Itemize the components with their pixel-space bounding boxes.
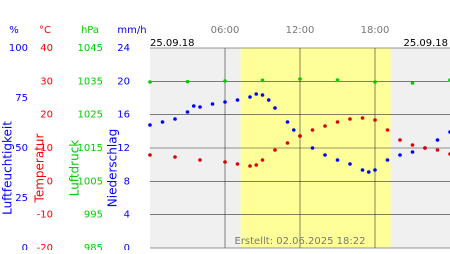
- data-point: [310, 146, 315, 150]
- y-tick-label: 8: [124, 176, 130, 187]
- footer: Erstellt: 02.06.2025 18:22: [235, 236, 366, 247]
- data-point: [260, 158, 265, 162]
- y-tick-label: 1035: [78, 76, 103, 87]
- data-point: [254, 163, 259, 167]
- y-tick-label: 0: [22, 243, 28, 250]
- y-tick-label: 12: [117, 143, 130, 154]
- data-point: [335, 158, 340, 162]
- data-point: [398, 153, 402, 157]
- y-tick-label: -10: [37, 210, 53, 221]
- data-point: [285, 141, 290, 145]
- axis-label: Niederschlag: [106, 129, 120, 207]
- y-tick-label: 1015: [78, 143, 103, 154]
- x-tick-label: 06:00: [211, 25, 240, 36]
- data-point: [223, 79, 227, 83]
- x-tick-label: 18:00: [361, 25, 390, 36]
- data-point: [348, 162, 352, 166]
- y-tick-label: 16: [117, 110, 130, 121]
- data-point: [235, 98, 240, 102]
- data-point: [310, 128, 315, 132]
- data-point: [398, 138, 402, 142]
- y-tick-label: 1025: [78, 110, 103, 121]
- data-point: [260, 93, 265, 97]
- data-point: [273, 148, 277, 152]
- y-tick-label: 40: [40, 43, 53, 54]
- y-tick-label: 10: [40, 143, 53, 154]
- data-point: [248, 95, 252, 99]
- data-point: [360, 116, 365, 120]
- axis-unit: mm/h: [117, 25, 146, 36]
- axis-label: Temperatur: [33, 133, 47, 203]
- data-point: [148, 153, 152, 157]
- data-point: [435, 148, 440, 152]
- data-point: [148, 123, 152, 127]
- data-point: [373, 80, 377, 84]
- data-point: [173, 117, 177, 121]
- data-point: [148, 80, 152, 84]
- data-point: [435, 138, 440, 142]
- axis-label: Luftfeuchtigkeit: [1, 121, 15, 215]
- y-tick-label: 0: [124, 243, 130, 250]
- y-tick-label: -20: [37, 243, 53, 250]
- axis-label: Luftdruck: [68, 140, 82, 197]
- data-point: [360, 168, 365, 172]
- date-label: 25.09.18: [403, 38, 448, 49]
- y-tick-label: 30: [40, 76, 53, 87]
- x-tick-label: 12:00: [286, 25, 315, 36]
- data-point: [410, 81, 415, 85]
- data-point: [185, 79, 190, 84]
- axis-unit: hPa: [81, 25, 99, 36]
- data-point: [210, 102, 215, 106]
- data-point: [323, 124, 327, 128]
- data-point: [260, 78, 265, 83]
- data-point: [298, 77, 302, 81]
- data-point: [273, 106, 277, 110]
- data-point: [410, 150, 415, 154]
- y-tick-label: 995: [84, 210, 103, 221]
- data-point: [248, 164, 252, 168]
- data-point: [185, 110, 190, 114]
- data-point: [223, 160, 227, 164]
- axis-unit: °C: [39, 25, 51, 36]
- data-point: [198, 158, 202, 162]
- y-tick-label: 100: [9, 43, 28, 54]
- y-tick-label: 50: [15, 143, 28, 154]
- data-point: [323, 153, 327, 157]
- data-point: [410, 143, 415, 147]
- data-point: [385, 128, 390, 132]
- data-point: [373, 168, 377, 172]
- data-point: [348, 117, 352, 121]
- data-point: [266, 98, 271, 102]
- y-tick-label: 0: [47, 176, 53, 187]
- y-tick-label: 1005: [78, 176, 103, 187]
- axis-unit: %: [9, 25, 19, 36]
- y-tick-label: 20: [117, 76, 130, 87]
- y-tick-label: 4: [124, 210, 130, 221]
- data-point: [235, 162, 240, 166]
- data-point: [285, 120, 290, 124]
- y-tick-label: 1045: [78, 43, 103, 54]
- data-point: [223, 100, 227, 104]
- data-point: [385, 158, 390, 162]
- y-tick-label: 25: [15, 193, 28, 204]
- data-point: [291, 128, 296, 132]
- y-tick-label: 75: [15, 93, 28, 104]
- data-point: [373, 118, 377, 122]
- data-point: [160, 120, 165, 124]
- data-point: [366, 170, 371, 174]
- y-tick-label: 20: [40, 110, 53, 121]
- data-point: [335, 120, 340, 124]
- data-point: [191, 104, 196, 108]
- data-point: [173, 155, 177, 159]
- data-point: [298, 134, 302, 138]
- y-tick-label: 985: [84, 243, 103, 250]
- data-point: [198, 105, 202, 109]
- data-point: [335, 78, 340, 82]
- y-tick-label: 24: [117, 43, 130, 54]
- data-point: [423, 146, 427, 150]
- data-point: [254, 92, 259, 96]
- date-label: 25.09.18: [150, 38, 195, 49]
